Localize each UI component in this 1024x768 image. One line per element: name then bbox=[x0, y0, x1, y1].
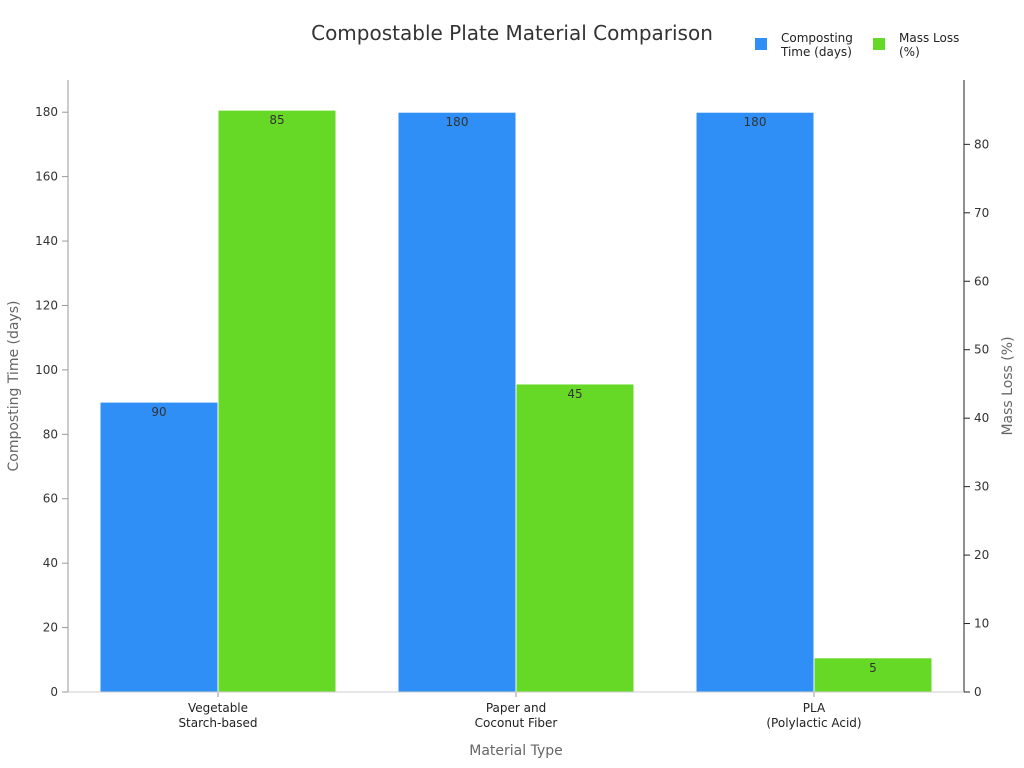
x-tick-label-0: Vegetable Starch-based bbox=[178, 701, 257, 730]
chart-title: Compostable Plate Material Comparison bbox=[311, 21, 713, 45]
y-right-tick-label-4: 40 bbox=[974, 411, 989, 425]
y-right-tick-label-5: 50 bbox=[974, 343, 989, 357]
data-label-s0-c2: 180 bbox=[744, 115, 767, 129]
y-left-tick-label-5: 100 bbox=[35, 363, 58, 377]
y-left-tick-label-7: 140 bbox=[35, 234, 58, 248]
y-left-tick-label-8: 160 bbox=[35, 170, 58, 184]
legend-swatch-1 bbox=[873, 38, 885, 50]
bar-s0-c2 bbox=[695, 111, 815, 693]
y-axis-right-label: Mass Loss (%) bbox=[1000, 336, 1016, 435]
y-right-tick-label-1: 10 bbox=[974, 617, 989, 631]
data-label-s1-c0: 85 bbox=[269, 113, 284, 127]
y-right-tick-label-3: 30 bbox=[974, 480, 989, 494]
legend-label-1: Mass Loss (%) bbox=[899, 31, 959, 59]
y-left-tick-label-4: 80 bbox=[43, 427, 58, 441]
data-label-s0-c1: 180 bbox=[446, 115, 469, 129]
bar-s0-c1 bbox=[397, 111, 517, 693]
axes-group: Vegetable Starch-based Paper and Coconut Fi… bbox=[35, 80, 989, 730]
data-label-s1-c2: 5 bbox=[869, 661, 877, 675]
y-left-tick-label-3: 60 bbox=[43, 492, 58, 506]
data-labels-group: 90 85 180 45 180 5 bbox=[151, 113, 876, 675]
y-right-tick-label-7: 70 bbox=[974, 206, 989, 220]
y-right-tick-label-6: 60 bbox=[974, 274, 989, 288]
bar-s0-c0 bbox=[99, 401, 219, 693]
legend: Composting Time (days) Mass Loss (%) bbox=[755, 31, 959, 59]
x-tick-label-2: PLA (Polylactic Acid) bbox=[766, 701, 861, 730]
y-right-tick-label-0: 0 bbox=[974, 685, 982, 699]
y-right-tick-label-8: 80 bbox=[974, 137, 989, 151]
bars-group bbox=[99, 109, 933, 693]
y-left-tick-label-2: 40 bbox=[43, 556, 58, 570]
bar-s1-c0 bbox=[217, 109, 337, 693]
y-right-tick-label-2: 20 bbox=[974, 548, 989, 562]
legend-label-0: Composting Time (days) bbox=[780, 31, 853, 59]
y-left-tick-label-9: 180 bbox=[35, 105, 58, 119]
y-left-tick-label-1: 20 bbox=[43, 621, 58, 635]
legend-swatch-0 bbox=[755, 38, 767, 50]
y-left-tick-label-0: 0 bbox=[50, 685, 58, 699]
x-tick-label-1: Paper and Coconut Fiber bbox=[475, 701, 558, 730]
y-left-tick-label-6: 120 bbox=[35, 298, 58, 312]
y-axis-left-label: Composting Time (days) bbox=[6, 301, 22, 472]
data-label-s0-c0: 90 bbox=[151, 405, 166, 419]
bar-s1-c2 bbox=[813, 657, 933, 693]
x-axis-label: Material Type bbox=[469, 743, 562, 759]
data-label-s1-c1: 45 bbox=[567, 387, 582, 401]
bar-s1-c1 bbox=[515, 383, 635, 693]
